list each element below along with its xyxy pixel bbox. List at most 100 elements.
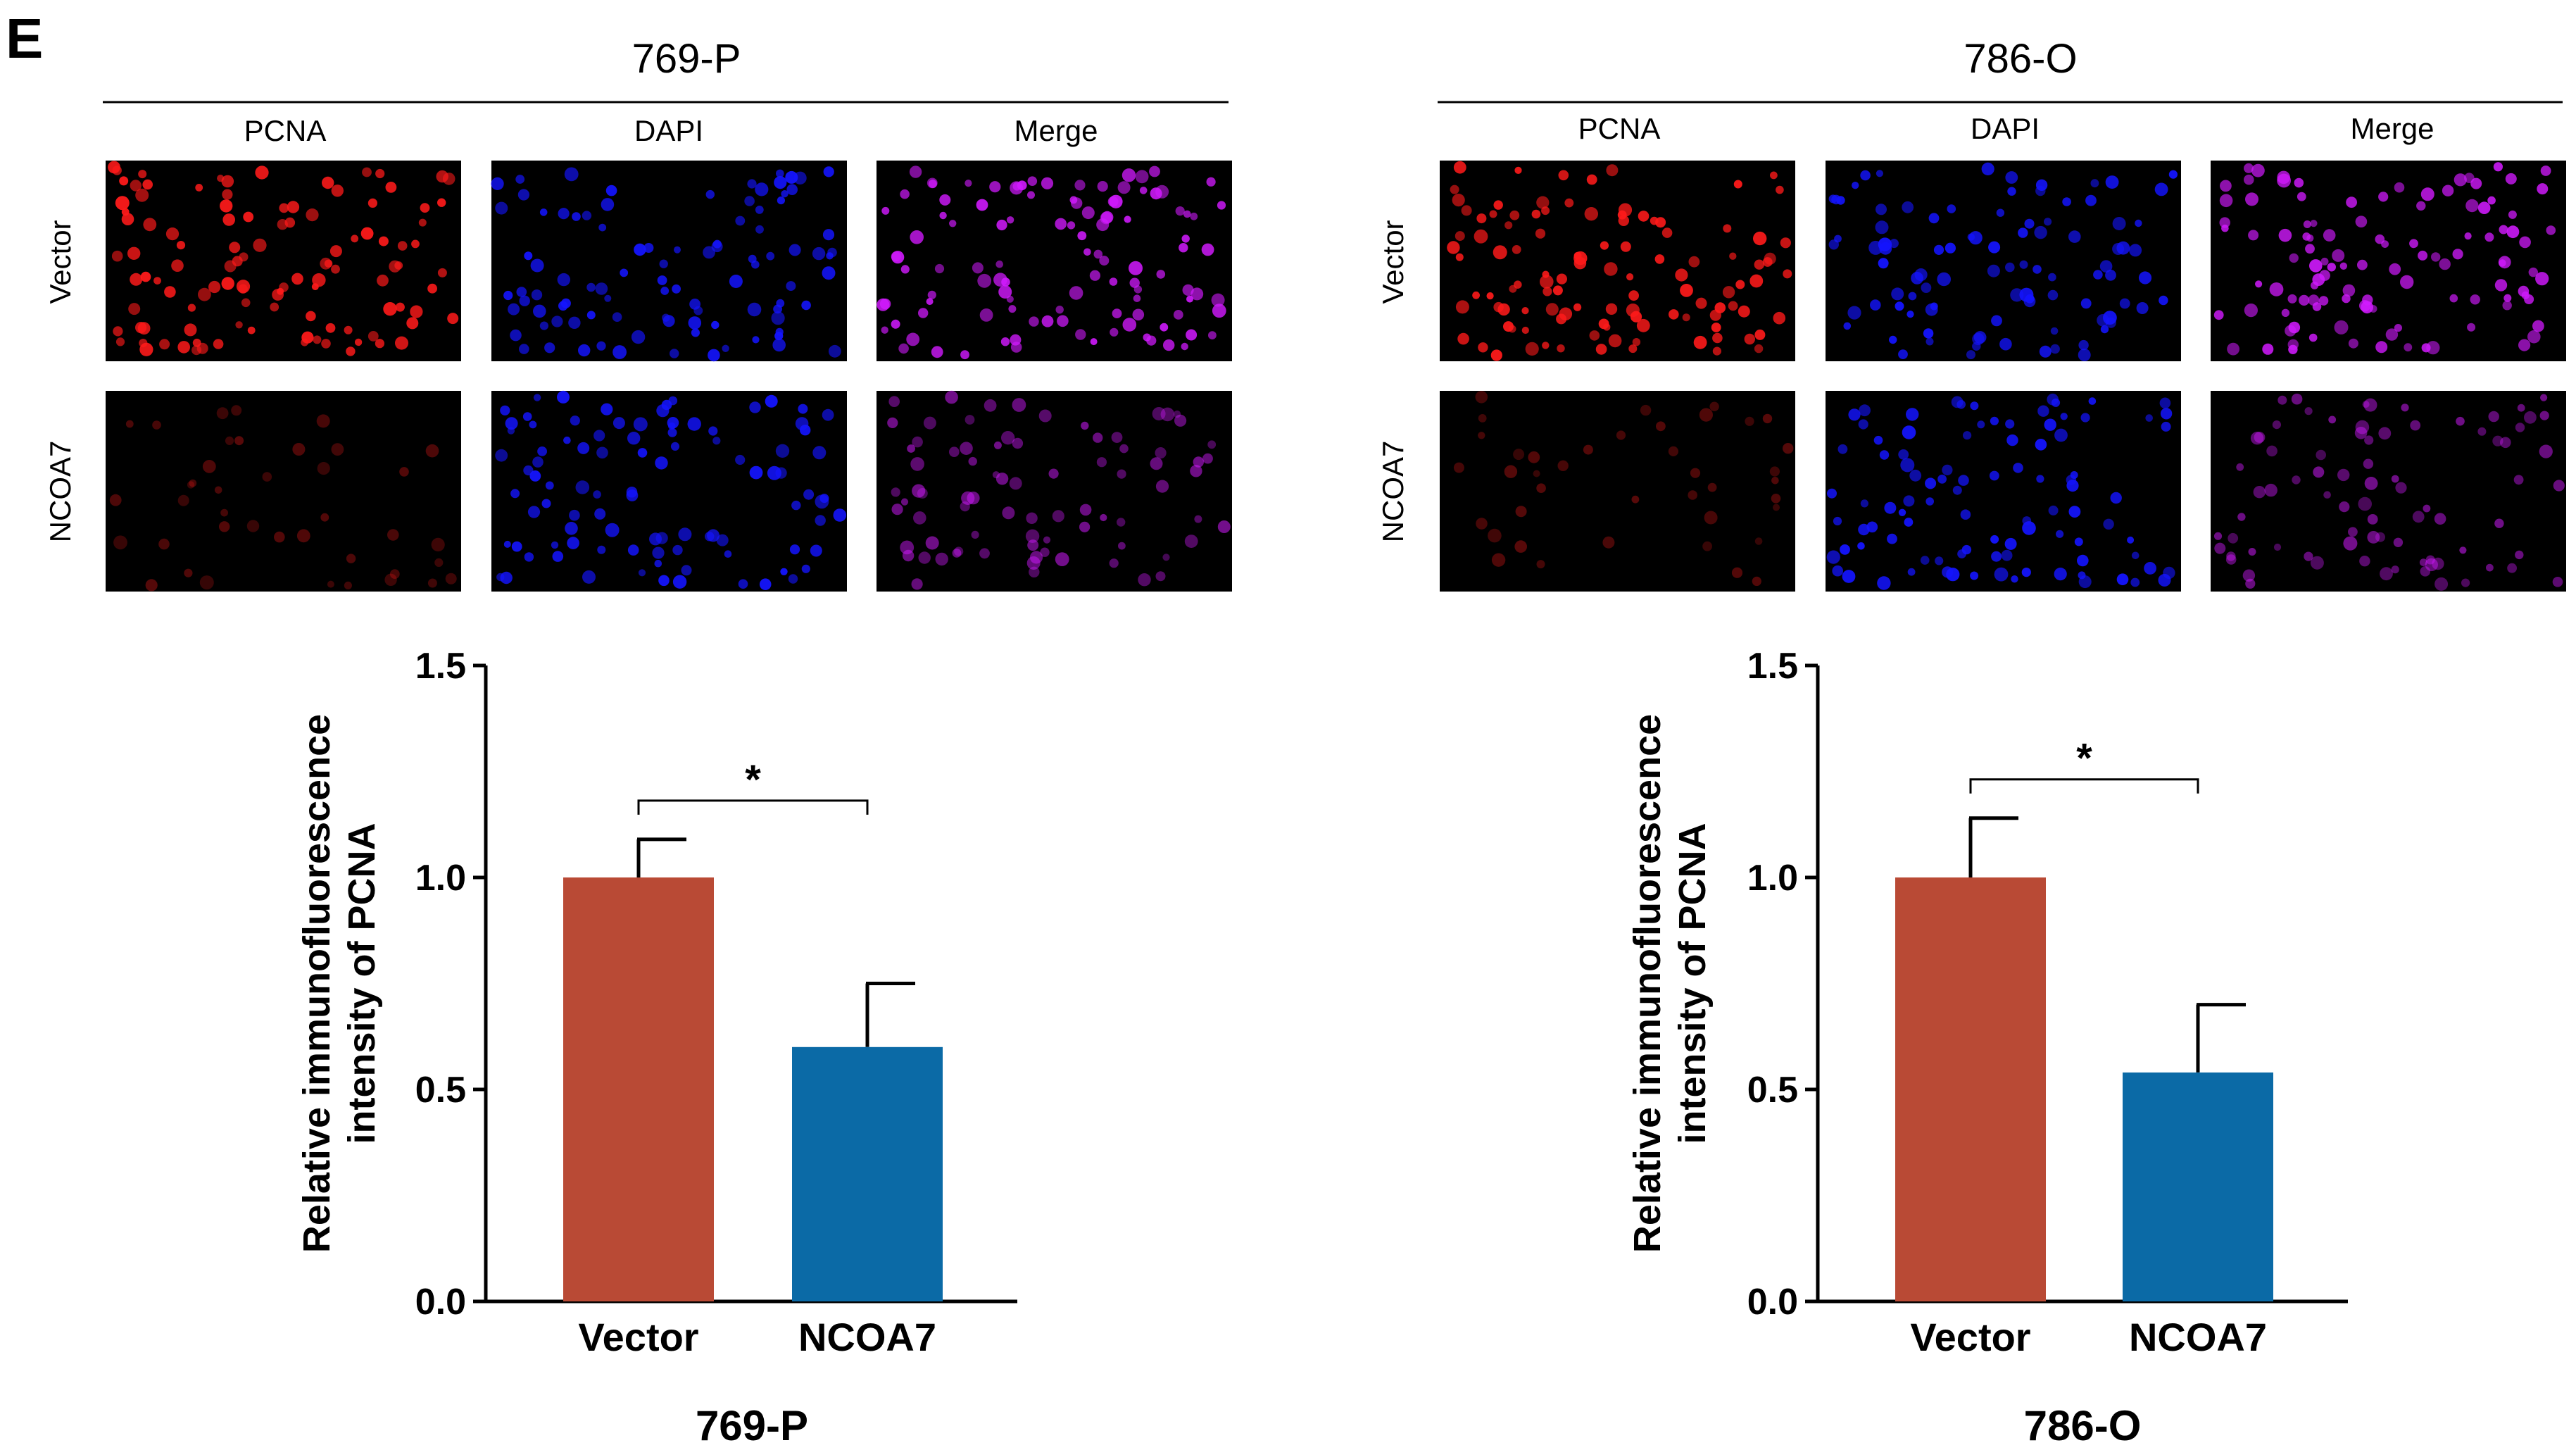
cell-nucleus bbox=[377, 274, 389, 287]
cell-nucleus bbox=[1937, 272, 1951, 287]
cell-nucleus bbox=[2068, 506, 2081, 518]
cell-nucleus bbox=[749, 465, 763, 480]
cell-nucleus bbox=[569, 509, 580, 521]
cell-nucleus bbox=[909, 165, 922, 178]
cell-nucleus bbox=[2500, 437, 2511, 449]
cell-nucleus bbox=[296, 529, 310, 543]
cell-nucleus bbox=[586, 311, 596, 320]
cell-nucleus bbox=[1543, 287, 1552, 296]
cell-nucleus bbox=[537, 446, 547, 456]
cell-nucleus bbox=[1079, 504, 1092, 516]
cell-nucleus bbox=[410, 305, 423, 318]
cell-nucleus bbox=[1991, 315, 2002, 327]
cell-nucleus bbox=[1731, 567, 1743, 578]
cell-nucleus bbox=[262, 472, 272, 482]
cell-nucleus bbox=[1026, 556, 1041, 570]
cell-nucleus bbox=[375, 339, 385, 349]
cell-nucleus bbox=[375, 168, 385, 179]
cell-nucleus bbox=[1110, 327, 1119, 337]
cell-nucleus bbox=[2507, 563, 2518, 573]
cell-nucleus bbox=[2362, 401, 2370, 408]
cell-nucleus bbox=[1583, 444, 1593, 455]
cell-nucleus bbox=[1211, 293, 1225, 307]
cell-nucleus bbox=[1027, 176, 1038, 186]
cell-nucleus bbox=[1695, 297, 1707, 309]
cell-nucleus bbox=[1027, 539, 1039, 551]
cell-nucleus bbox=[2077, 554, 2089, 567]
col-label-merge: Merge bbox=[2350, 112, 2434, 145]
cell-nucleus bbox=[1564, 198, 1574, 208]
cell-nucleus bbox=[1160, 323, 1169, 332]
cell-nucleus bbox=[2294, 177, 2304, 188]
cell-nucleus bbox=[567, 537, 579, 549]
cell-nucleus bbox=[2412, 511, 2425, 523]
cell-nucleus bbox=[1099, 256, 1110, 266]
cell-nucleus bbox=[1212, 304, 1226, 318]
y-tick-label: 1.5 bbox=[415, 646, 466, 687]
cell-nucleus bbox=[322, 176, 334, 189]
cell-nucleus bbox=[222, 213, 236, 226]
cell-nucleus bbox=[654, 559, 662, 568]
cell-nucleus bbox=[524, 251, 533, 261]
cell-nucleus bbox=[1904, 518, 1914, 527]
cell-nucleus bbox=[660, 287, 670, 295]
cell-nucleus bbox=[1521, 307, 1529, 315]
cell-nucleus bbox=[231, 405, 242, 416]
cell-nucleus bbox=[1958, 475, 1969, 486]
cell-nucleus bbox=[2262, 343, 2274, 355]
y-tick-label: 1.0 bbox=[415, 858, 466, 899]
cell-nucleus bbox=[656, 404, 670, 418]
cell-nucleus bbox=[649, 532, 662, 546]
cell-nucleus bbox=[2056, 530, 2064, 538]
cell-nucleus bbox=[604, 294, 612, 302]
cell-nucleus bbox=[1138, 573, 1151, 587]
cell-nucleus bbox=[2050, 327, 2059, 335]
cell-nucleus bbox=[2255, 280, 2263, 288]
cell-nucleus bbox=[1988, 241, 2001, 254]
cell-nucleus bbox=[2323, 491, 2331, 499]
cell-nucleus bbox=[2327, 263, 2336, 272]
cell-nucleus bbox=[2432, 557, 2444, 570]
cell-nucleus bbox=[1990, 535, 1999, 544]
cell-nucleus bbox=[1190, 287, 1204, 301]
cell-nucleus bbox=[2348, 338, 2358, 349]
cell-nucleus bbox=[539, 321, 549, 330]
y-tick-label: 1.0 bbox=[1747, 858, 1798, 899]
cell-nucleus bbox=[235, 321, 243, 329]
cell-nucleus bbox=[1956, 400, 1966, 409]
cell-nucleus bbox=[1900, 458, 1915, 473]
cell-nucleus bbox=[214, 486, 222, 494]
cell-nucleus bbox=[902, 549, 915, 562]
cell-speckles bbox=[109, 405, 457, 592]
cell-nucleus bbox=[2419, 558, 2427, 566]
cell-nucleus bbox=[1704, 511, 1718, 525]
y-axis-label: intensity of PCNA bbox=[341, 823, 383, 1144]
cell-nucleus bbox=[1930, 302, 1938, 311]
cell-nucleus bbox=[620, 268, 629, 277]
cell-nucleus bbox=[812, 446, 827, 460]
cell-nucleus bbox=[1163, 339, 1175, 351]
cell-nucleus bbox=[2359, 556, 2370, 567]
cell-nucleus bbox=[1595, 344, 1607, 355]
cell-nucleus bbox=[1117, 518, 1126, 527]
cell-nucleus bbox=[1455, 300, 1469, 314]
cell-nucleus bbox=[593, 490, 601, 499]
cell-nucleus bbox=[681, 565, 692, 576]
cell-nucleus bbox=[1745, 416, 1754, 426]
cell-nucleus bbox=[1628, 290, 1640, 301]
cell-speckles bbox=[1453, 391, 1794, 587]
cell-nucleus bbox=[1898, 449, 1909, 460]
cell-nucleus bbox=[2074, 537, 2083, 546]
cell-nucleus bbox=[2434, 577, 2449, 591]
cell-nucleus bbox=[996, 219, 1007, 231]
cell-nucleus bbox=[1970, 571, 1979, 580]
cell-nucleus bbox=[2493, 162, 2503, 172]
cell-nucleus bbox=[2005, 262, 2015, 273]
cell-nucleus bbox=[1489, 210, 1497, 218]
cell-nucleus bbox=[195, 184, 203, 192]
cell-nucleus bbox=[668, 422, 676, 430]
cell-nucleus bbox=[2477, 201, 2491, 215]
cell-nucleus bbox=[399, 467, 409, 477]
cell-nucleus bbox=[2378, 427, 2392, 440]
cell-nucleus bbox=[2078, 571, 2086, 580]
